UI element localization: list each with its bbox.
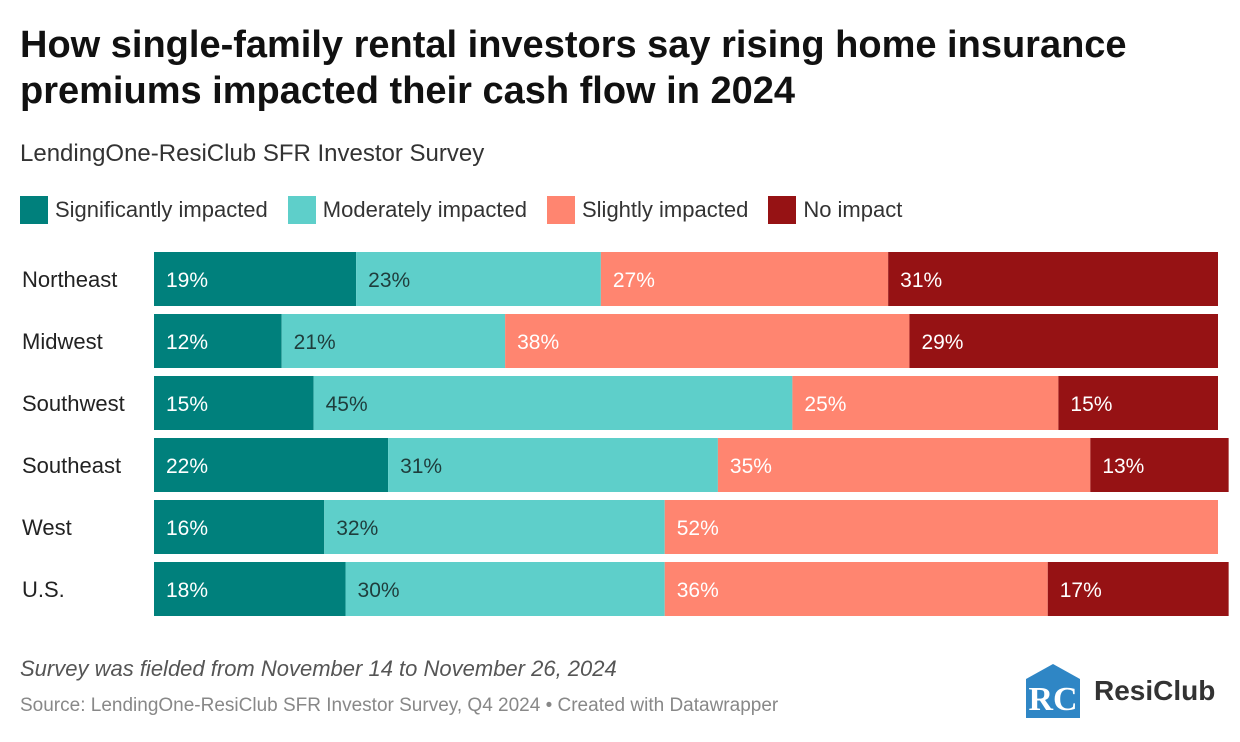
chart-subtitle: LendingOne-ResiClub SFR Investor Survey xyxy=(20,140,485,167)
bar-segment xyxy=(664,562,1048,616)
bar-segment xyxy=(345,562,665,616)
legend-item-moderately: Moderately impacted xyxy=(287,196,527,224)
data-label: 35% xyxy=(730,455,772,478)
category-label: Midwest xyxy=(22,329,103,354)
legend-swatch xyxy=(287,196,316,224)
bar-segment xyxy=(717,438,1091,492)
data-label: 16% xyxy=(166,517,208,540)
data-label: 52% xyxy=(677,517,719,540)
data-label: 32% xyxy=(336,517,378,540)
category-label: Southwest xyxy=(22,391,125,416)
bar-segment xyxy=(664,500,1218,554)
data-label: 45% xyxy=(326,393,368,416)
bar-segment xyxy=(388,438,718,492)
legend-label: No impact xyxy=(803,197,903,222)
data-label: 38% xyxy=(517,331,559,354)
legend-item-significantly: Significantly impacted xyxy=(20,196,268,224)
bar-segment xyxy=(324,500,665,554)
legend-label: Moderately impacted xyxy=(322,197,527,222)
data-label: 30% xyxy=(358,579,400,602)
bar-segment xyxy=(1058,376,1218,430)
legend: Significantly impacted Moderately impact… xyxy=(20,196,922,224)
bar-segment xyxy=(154,562,346,616)
legend-item-no-impact: No impact xyxy=(768,196,902,224)
data-label: 19% xyxy=(166,269,208,292)
bar-segment xyxy=(888,252,1218,306)
resiclub-logo: RC ResiClub xyxy=(1024,662,1215,720)
bar-segment xyxy=(313,376,793,430)
bar-segment xyxy=(505,314,910,368)
legend-swatch xyxy=(20,196,48,224)
legend-label: Slightly impacted xyxy=(582,197,749,222)
data-label: 15% xyxy=(166,393,208,416)
data-label: 29% xyxy=(921,331,963,354)
survey-note: Survey was fielded from November 14 to N… xyxy=(20,656,617,681)
bar-segment xyxy=(154,500,325,554)
data-label: 13% xyxy=(1102,455,1144,478)
category-label: West xyxy=(22,515,72,540)
legend-label: Significantly impacted xyxy=(55,197,268,222)
resiclub-logo-text: ResiClub xyxy=(1094,675,1216,706)
data-label: 31% xyxy=(900,269,942,292)
bar-segment xyxy=(154,252,357,306)
category-label: Southeast xyxy=(22,453,121,478)
bar-segment xyxy=(909,314,1218,368)
chart-title: How single-family rental investors say r… xyxy=(20,24,1127,112)
bar-segment xyxy=(154,438,389,492)
category-label: U.S. xyxy=(22,577,65,602)
data-label: 22% xyxy=(166,455,208,478)
data-label: 15% xyxy=(1070,393,1112,416)
data-label: 36% xyxy=(677,579,719,602)
bar-segment xyxy=(600,252,889,306)
legend-swatch xyxy=(768,196,797,224)
bar-segment xyxy=(1090,438,1229,492)
data-label: 27% xyxy=(613,269,655,292)
bar-segment xyxy=(281,314,506,368)
bar-segment xyxy=(1047,562,1229,616)
data-label: 12% xyxy=(166,331,208,354)
bar-segment xyxy=(792,376,1059,430)
data-label: 31% xyxy=(400,455,442,478)
data-label: 23% xyxy=(368,269,410,292)
data-label: 25% xyxy=(804,393,846,416)
data-label: 18% xyxy=(166,579,208,602)
bar-segment xyxy=(154,376,314,430)
stacked-bar-chart: Northeast 19% 23% 27% 31% Midwest 12% 21% 38% 29%… xyxy=(22,252,1229,616)
data-label: 21% xyxy=(294,331,336,354)
legend-swatch xyxy=(547,196,575,224)
source-line: Source: LendingOne-ResiClub SFR Investor… xyxy=(20,695,779,716)
legend-item-slightly: Slightly impacted xyxy=(547,196,748,224)
bar-segment xyxy=(154,314,282,368)
bar-segment xyxy=(356,252,601,306)
category-label: Northeast xyxy=(22,267,117,292)
resiclub-logo-icon: RC xyxy=(1026,664,1080,718)
svg-text:RC: RC xyxy=(1028,681,1077,718)
data-label: 17% xyxy=(1060,579,1102,602)
